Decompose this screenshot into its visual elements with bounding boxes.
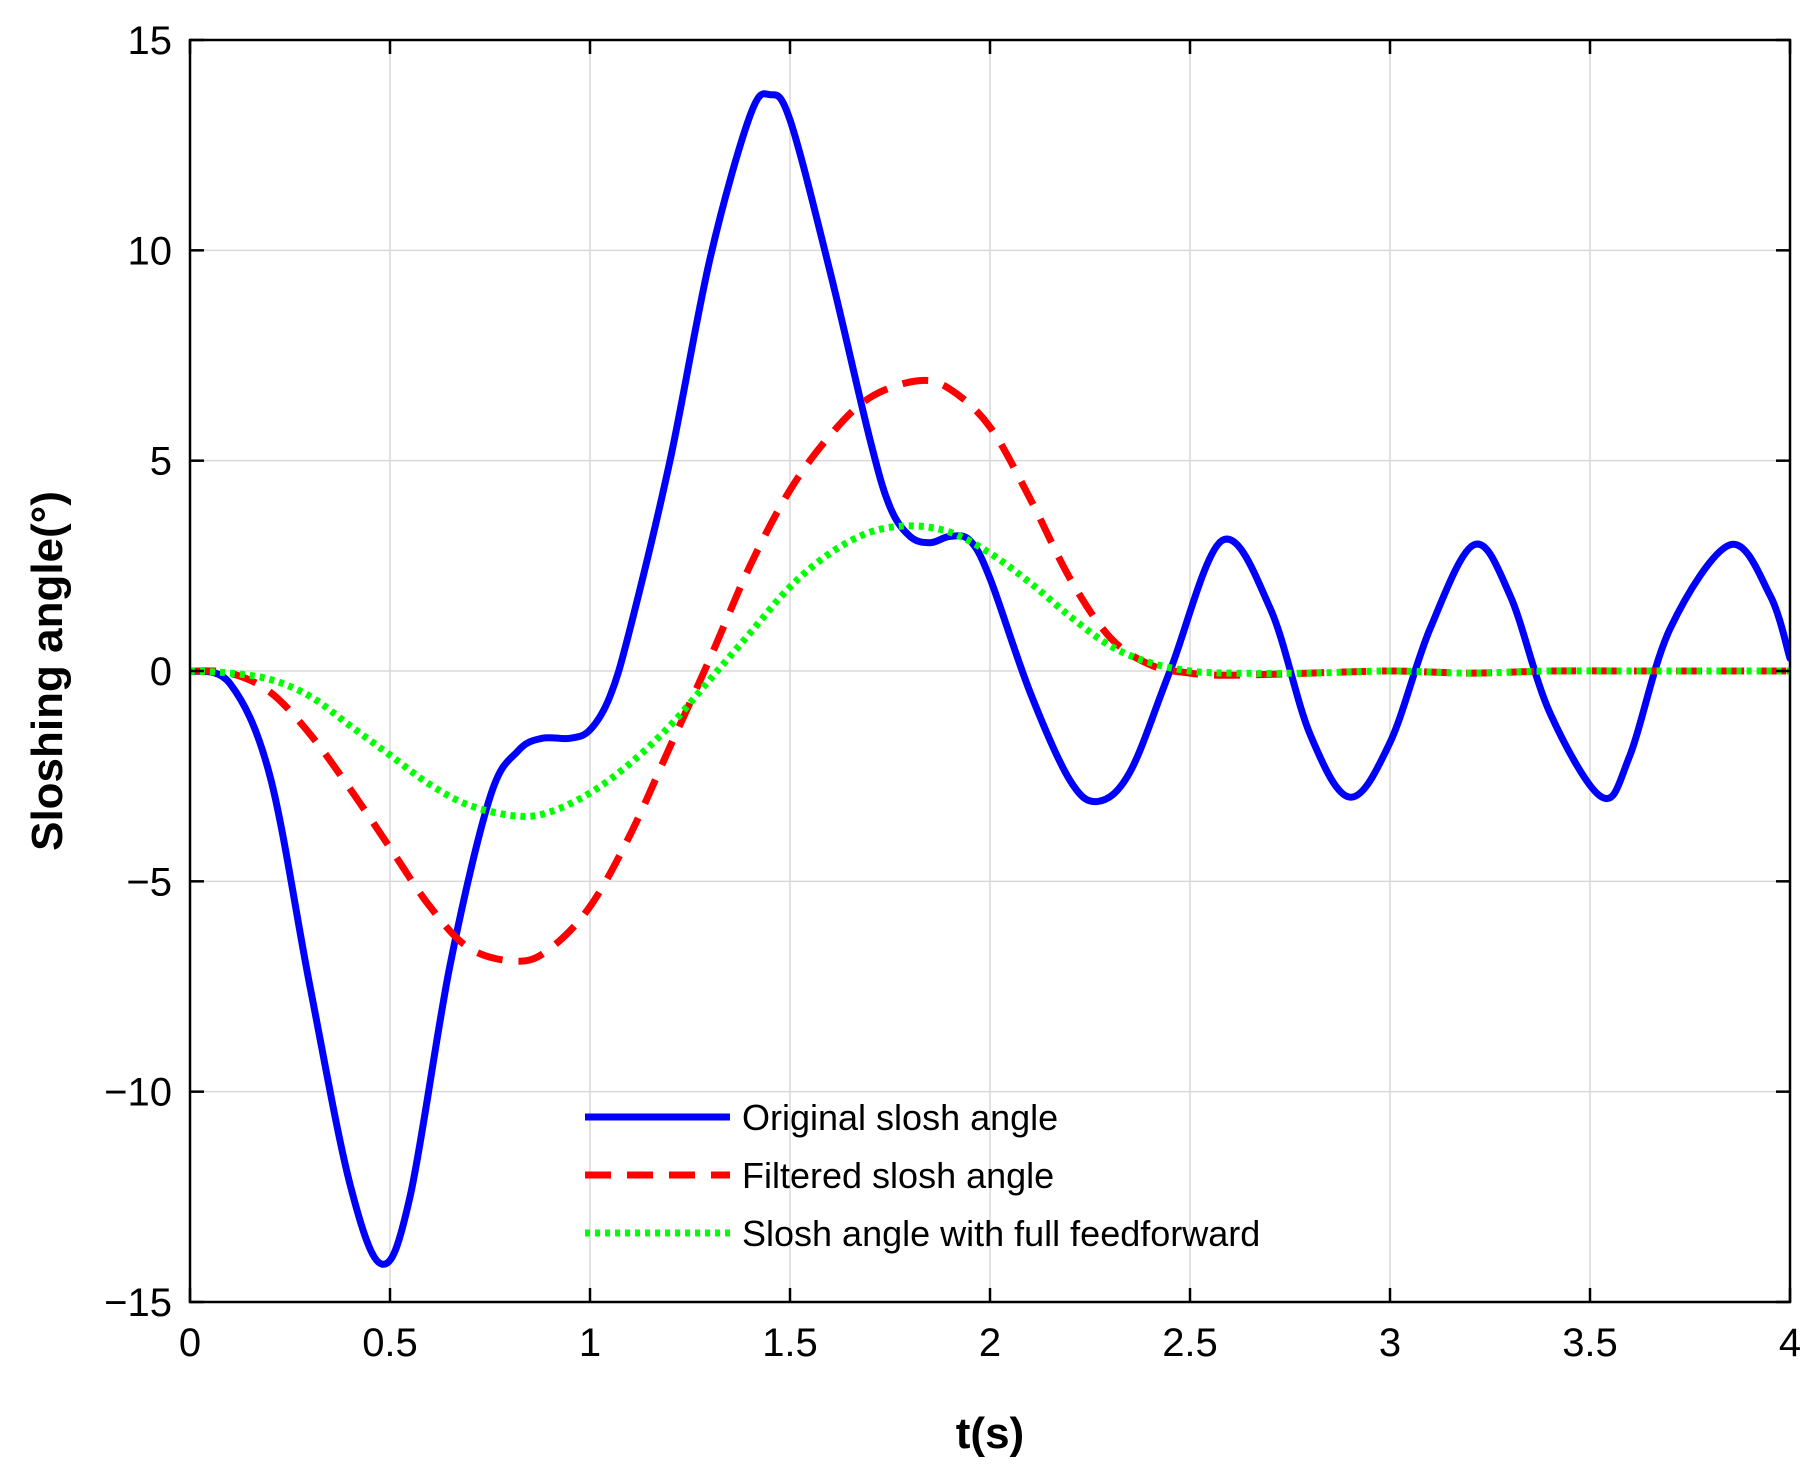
x-tick-label: 1.5 — [762, 1321, 818, 1365]
x-tick-label: 0.5 — [362, 1321, 418, 1365]
x-tick-label: 2.5 — [1162, 1321, 1218, 1365]
y-tick-label: 0 — [150, 650, 172, 694]
y-tick-label: −15 — [104, 1281, 172, 1325]
x-axis-title: t(s) — [956, 1409, 1024, 1458]
y-tick-label: 10 — [128, 229, 173, 273]
legend-label-3: Slosh angle with full feedforward — [742, 1213, 1260, 1254]
y-tick-label: −5 — [126, 860, 172, 904]
x-tick-label: 2 — [979, 1321, 1001, 1365]
y-tick-label: 5 — [150, 440, 172, 484]
x-tick-label: 3 — [1379, 1321, 1401, 1365]
x-tick-label: 1 — [579, 1321, 601, 1365]
series-line-3 — [190, 522, 1790, 820]
y-tick-label: 15 — [128, 19, 173, 63]
series-layer — [190, 90, 1790, 1268]
y-tick-label: −10 — [104, 1071, 172, 1115]
legend-label-2: Filtered slosh angle — [742, 1155, 1054, 1196]
x-tick-label: 0 — [179, 1321, 201, 1365]
legend: Original slosh angle Filtered slosh angle… — [585, 1097, 1260, 1254]
legend-label-1: Original slosh angle — [742, 1097, 1058, 1138]
axis-ticks: 0 0.5 1 1.5 2 2.5 3 3.5 4 −15 −10 −5 0 5 10 15 — [104, 19, 1801, 1365]
x-tick-label: 3.5 — [1562, 1321, 1618, 1365]
x-tick-label: 4 — [1779, 1321, 1801, 1365]
y-axis-title: Sloshing angle(°) — [23, 491, 72, 851]
